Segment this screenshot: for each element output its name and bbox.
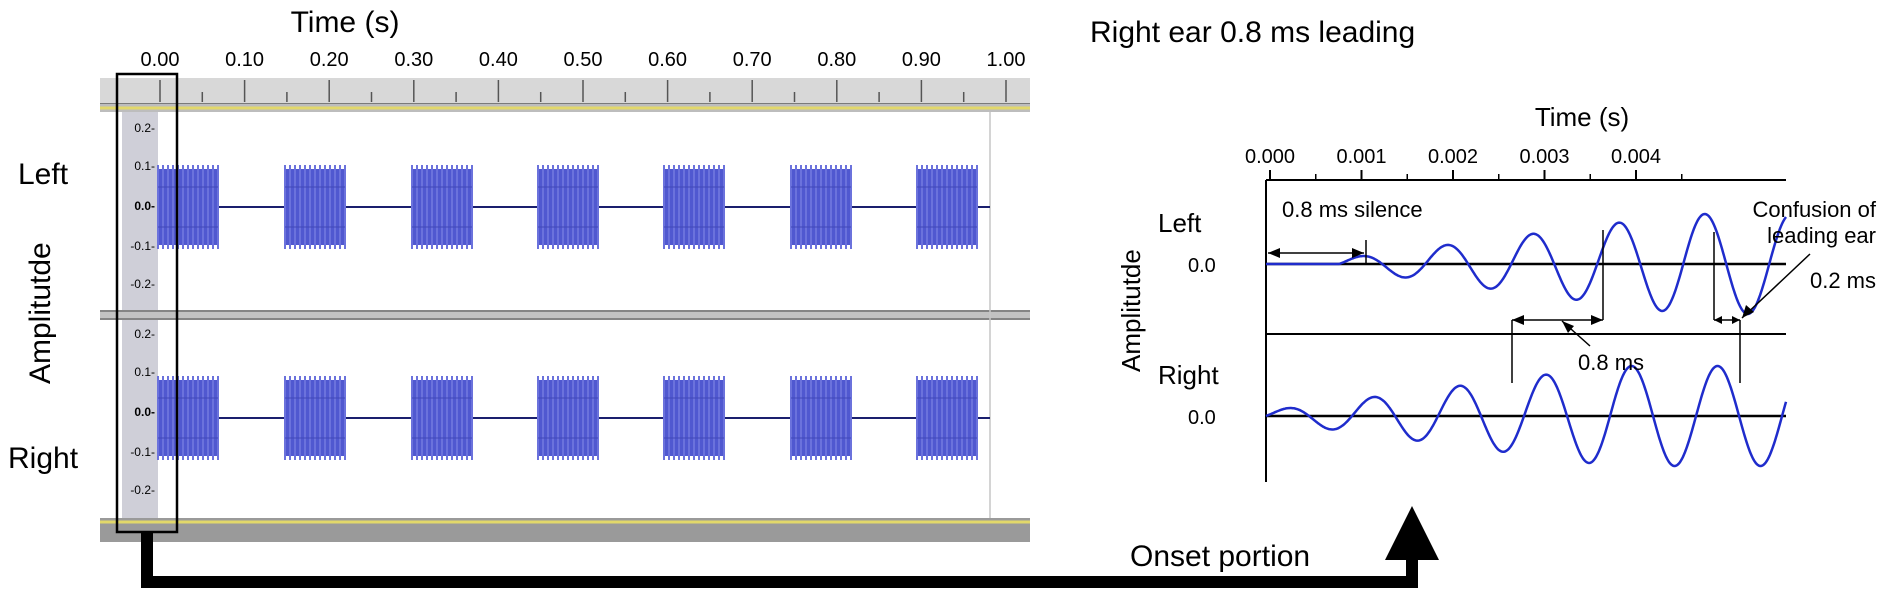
right-time-tick-label: 0.003 [1519, 146, 1569, 168]
right-amplitude-scale [122, 320, 158, 518]
right-time-tick-label: 0.002 [1428, 146, 1478, 168]
amplitude-tick-label: 0.0- [134, 405, 155, 419]
right-amplitude-tick-labels: 0.2- 0.1- 0.0- -0.1- -0.2- [130, 327, 155, 497]
right-panel: Right ear 0.8 ms leading Time (s) 0.000 0… [1090, 16, 1877, 482]
confusion-pointer-line [1741, 253, 1811, 319]
amplitude-tick-label: 0.0- [134, 199, 155, 213]
silence-arrow-left [1268, 248, 1280, 258]
right-channel-bursts [157, 376, 978, 460]
left-time-tick-label: 0.30 [394, 49, 433, 71]
left-time-tick-label: 0.60 [648, 49, 687, 71]
left-time-axis-label: Time (s) [291, 6, 400, 39]
lead-pointer-head [1562, 321, 1574, 333]
left-channel-burst [663, 165, 725, 249]
right-time-tick-label: 0.000 [1245, 146, 1295, 168]
amplitude-tick-label: -0.2- [130, 483, 155, 497]
arrow-shaft [141, 532, 1418, 588]
amplitude-tick-label: 0.1- [134, 159, 155, 173]
right-time-tick-label: 0.004 [1611, 146, 1661, 168]
amplitude-tick-label: 0.2- [134, 121, 155, 135]
arrow-head [1385, 506, 1439, 560]
amplitude-tick-label: -0.2- [130, 277, 155, 291]
left-time-tick-label: 0.00 [141, 49, 180, 71]
left-amplitude-scale [122, 112, 158, 310]
right-amplitude-axis-label: Amplitutde [1116, 249, 1146, 372]
amplitude-tick-label: 0.1- [134, 365, 155, 379]
left-channel-burst [411, 165, 473, 249]
left-zero-label: 0.0 [1188, 255, 1216, 277]
right-channel-burst [284, 376, 346, 460]
lead-arrow-right [1591, 315, 1603, 325]
right-time-tick-label: 0.001 [1336, 146, 1386, 168]
right-top-axis-ticks [1269, 170, 1683, 180]
left-time-tick-label: 0.20 [310, 49, 349, 71]
right-channel-label: Right [8, 442, 79, 475]
left-channel-bursts [157, 165, 978, 249]
right-channel-burst [916, 376, 978, 460]
lead-arrow-left [1512, 315, 1524, 325]
right-time-tick-labels: 0.000 0.001 0.002 0.003 0.004 [1245, 146, 1661, 168]
amplitude-tick-label: -0.1- [130, 239, 155, 253]
confusion-pointer-head [1742, 305, 1754, 318]
right-channel-burst [790, 376, 852, 460]
right-channel-burst [411, 376, 473, 460]
left-channel-burst [790, 165, 852, 249]
left-amplitude-tick-labels: 0.2- 0.1- 0.0- -0.1- -0.2- [130, 121, 155, 291]
left-time-tick-label: 0.10 [225, 49, 264, 71]
right-zero-label: 0.0 [1188, 407, 1216, 429]
left-amplitude-axis-label: Amplitutde [24, 242, 57, 384]
left-time-tick-label: 0.90 [902, 49, 941, 71]
left-channel-burst [157, 165, 219, 249]
left-time-tick-label: 0.80 [817, 49, 856, 71]
timeline-ruler [100, 78, 1030, 104]
onset-arrow: Onset portion [141, 506, 1439, 588]
onset-portion-label: Onset portion [1130, 540, 1310, 573]
left-panel: Time (s) 0.00 0.10 0.20 0.30 0.40 0.50 0.60 0.7… [8, 6, 1030, 542]
right-left-channel-label: Left [1158, 208, 1202, 238]
left-time-tick-label: 0.50 [564, 49, 603, 71]
left-channel-burst [537, 165, 599, 249]
left-channel-label: Left [18, 158, 69, 191]
silence-annotation: 0.8 ms silence [1282, 197, 1423, 222]
right-ear-waveform [1265, 364, 1788, 468]
ruler-minor-ticks [159, 80, 1007, 102]
left-time-tick-labels: 0.00 0.10 0.20 0.30 0.40 0.50 0.60 0.70 0.80 0.90… [141, 49, 1026, 71]
gap-small-label: 0.2 ms [1810, 268, 1876, 293]
channel-divider [100, 310, 1030, 320]
silence-arrow-right [1352, 248, 1364, 258]
left-channel-burst [916, 165, 978, 249]
gap-lead-label: 0.8 ms [1578, 350, 1644, 375]
left-channel-burst [284, 165, 346, 249]
left-ear-waveform [1266, 212, 1788, 316]
right-channel-burst [537, 376, 599, 460]
right-time-axis-label: Time (s) [1535, 102, 1629, 132]
amplitude-tick-label: 0.2- [134, 327, 155, 341]
left-time-tick-label: 0.70 [733, 49, 772, 71]
confusion-label-line2: leading ear [1767, 223, 1876, 248]
right-right-channel-label: Right [1158, 360, 1219, 390]
amplitude-tick-label: -0.1- [130, 445, 155, 459]
confusion-label-line1: Confusion of [1752, 197, 1876, 222]
left-time-tick-label: 1.00 [987, 49, 1026, 71]
right-panel-title: Right ear 0.8 ms leading [1090, 16, 1415, 49]
right-channel-burst [663, 376, 725, 460]
left-time-tick-label: 0.40 [479, 49, 518, 71]
right-channel-burst [157, 376, 219, 460]
